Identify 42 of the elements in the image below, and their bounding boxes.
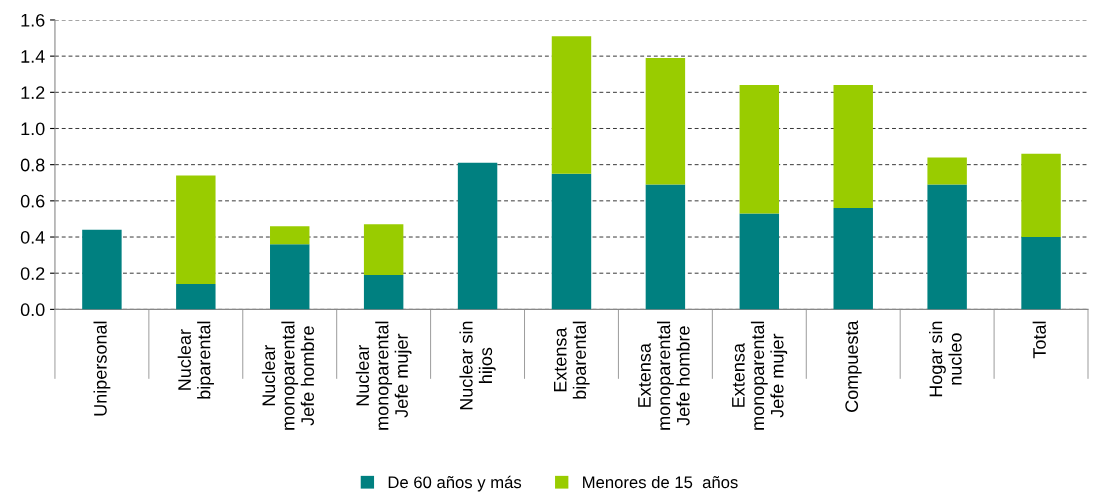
bar xyxy=(645,57,686,185)
x-tick-label: Extensa monoparental Jefe mujer xyxy=(732,321,788,430)
bar xyxy=(551,36,592,174)
x-tick-label: Extensa monoparental Jefe hombre xyxy=(638,321,690,430)
bar xyxy=(1021,237,1061,310)
bar xyxy=(833,85,873,209)
x-tick-label: Unipersonal xyxy=(93,321,111,416)
bar xyxy=(363,224,404,276)
y-tick-label: 1.0 xyxy=(21,122,45,136)
y-tick-label: 0.8 xyxy=(20,158,45,172)
bar xyxy=(176,175,216,285)
y-tick-label: 0.4 xyxy=(20,230,45,244)
bar xyxy=(82,229,122,310)
x-tick-label: Nuclear monoparental Jefe mujer xyxy=(355,321,412,430)
bar xyxy=(551,173,592,310)
y-tick-label: 0.2 xyxy=(20,267,45,280)
bar xyxy=(927,157,967,185)
bar xyxy=(645,184,686,310)
bar xyxy=(270,244,310,310)
bar xyxy=(739,213,780,310)
bar xyxy=(176,284,216,310)
x-tick-label: Extensa biparental xyxy=(554,321,590,399)
y-tick-label: 1.2 xyxy=(21,86,45,99)
bar xyxy=(739,85,780,214)
y-tick-label: 0.0 xyxy=(20,303,45,317)
x-tick-label: Nuclear sin hijos xyxy=(459,321,496,410)
x-tick-label: Hogar sin nucleo xyxy=(929,321,962,397)
legend-label: De 60 años y más xyxy=(388,475,522,492)
legend-label: Menores de 15 años xyxy=(583,475,738,489)
y-tick-label: 0.6 xyxy=(20,194,45,208)
bar xyxy=(927,184,967,310)
x-tick-label: Compuesta xyxy=(845,320,862,412)
x-tick-label: Nuclear biparental xyxy=(177,321,214,399)
y-tick-label: 1.4 xyxy=(21,50,45,63)
bar xyxy=(363,275,404,310)
x-tick-label: Nuclear monoparental Jefe hombre xyxy=(261,321,315,430)
bar xyxy=(270,226,310,245)
y-tick-label: 1.6 xyxy=(21,13,45,27)
bar xyxy=(833,208,873,310)
bar xyxy=(1021,153,1061,238)
bar xyxy=(457,162,498,310)
x-tick-label: Total xyxy=(1032,321,1046,359)
